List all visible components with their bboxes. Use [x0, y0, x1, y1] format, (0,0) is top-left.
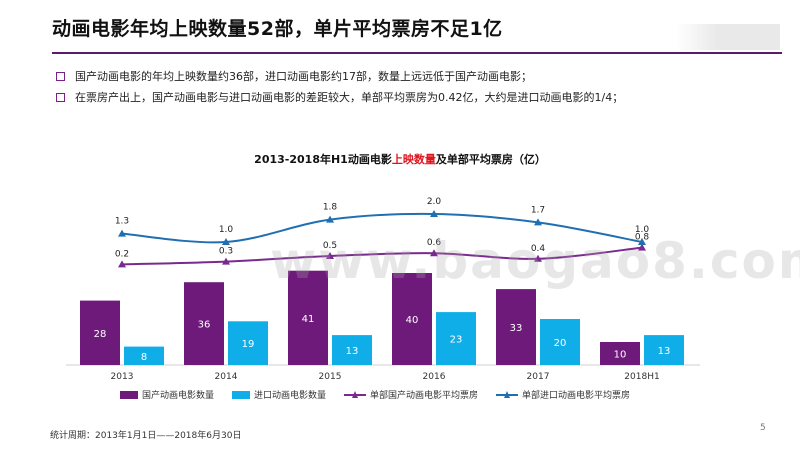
legend-label: 国产动画电影数量 — [142, 391, 215, 401]
bar-label-domestic: 33 — [510, 323, 523, 334]
legend-item: 单部进口动画电影平均票房 — [496, 388, 630, 401]
bullet-list: 国产动画电影的年均上映数量约36部，进口动画电影约17部，数量上远远低于国产动画… — [56, 68, 776, 110]
imported-avg-marker — [430, 210, 438, 217]
domestic-avg-marker — [326, 252, 334, 259]
bar-label-domestic: 41 — [302, 314, 315, 325]
chart-title-part: 及单部平均票房（亿） — [435, 153, 546, 166]
domestic-avg-marker — [222, 257, 230, 265]
bar-label-domestic: 28 — [94, 329, 107, 340]
imported-avg-marker — [534, 218, 542, 226]
bar-imported — [124, 346, 164, 365]
legend-label: 单部国产动画电影平均票房 — [370, 391, 479, 401]
bar-domestic — [288, 270, 328, 365]
bar-domestic — [392, 273, 432, 365]
legend-item: 进口动画电影数量 — [232, 388, 326, 401]
bar-imported — [644, 335, 684, 365]
imported-avg-data-label: 2.0 — [427, 197, 442, 207]
bar-label-imported: 19 — [242, 339, 255, 350]
legend-swatch-imported — [232, 390, 251, 399]
bar-label-domestic: 36 — [198, 320, 211, 331]
bullet-text: 在票房产出上，国产动画电影与进口动画电影的差距较大，单部平均票房为0.42亿，大… — [75, 91, 624, 104]
watermark: www.baogao8.com — [270, 232, 800, 290]
bar-domestic — [496, 289, 536, 365]
page-number: 5 — [760, 423, 766, 433]
bar-label-domestic: 40 — [406, 315, 419, 326]
x-tick-label: 2016 — [423, 372, 446, 382]
imported-avg-data-label: 1.7 — [531, 205, 545, 215]
imported-avg-marker — [118, 229, 126, 237]
bullet-item: 在票房产出上，国产动画电影与进口动画电影的差距较大，单部平均票房为0.42亿，大… — [56, 89, 776, 106]
legend-swatch-domestic — [120, 390, 138, 399]
legend-item: 国产动画电影数量 — [120, 388, 214, 401]
domestic-avg-data-label: 0.5 — [323, 241, 337, 251]
x-tick-label: 2017 — [527, 372, 550, 382]
bar-domestic — [600, 342, 640, 365]
x-tick-label: 2015 — [319, 372, 342, 382]
imported-avg-line — [121, 212, 643, 244]
imported-avg-marker — [222, 238, 230, 245]
bullet-text: 国产动画电影的年均上映数量约36部，进口动画电影约17部，数量上远远低于国产动画… — [75, 70, 532, 83]
bullet-box-icon — [56, 72, 65, 81]
x-tick-label: 2018H1 — [624, 372, 659, 382]
bar-label-domestic: 10 — [614, 350, 627, 361]
bar-label-imported: 13 — [346, 346, 359, 357]
domestic-avg-data-label: 0.6 — [427, 238, 442, 248]
domestic-avg-marker — [638, 243, 646, 251]
bar-domestic — [80, 300, 120, 365]
imported-avg-marker — [326, 215, 334, 223]
x-tick-label: 2013 — [111, 372, 134, 382]
bar-imported — [540, 319, 580, 365]
legend-line-domestic-icon — [344, 390, 367, 399]
domestic-avg-marker — [118, 260, 126, 268]
bar-label-imported: 13 — [658, 346, 671, 357]
bullet-item: 国产动画电影的年均上映数量约36部，进口动画电影约17部，数量上远远低于国产动画… — [56, 68, 776, 85]
chart-title-part: 2013-2018年H1动画电影 — [254, 153, 392, 166]
imported-avg-data-label: 1.3 — [115, 217, 129, 227]
domestic-avg-data-label: 0.8 — [635, 233, 650, 243]
bar-domestic — [184, 282, 224, 365]
chart-title-highlight: 上映数量 — [391, 153, 436, 166]
bar-imported — [436, 312, 476, 365]
bar-imported — [332, 335, 372, 365]
bar-label-imported: 23 — [450, 335, 463, 346]
chart-legend: 国产动画电影数量 进口动画电影数量 单部国产动画电影平均票房 单部进口动画电影平… — [120, 388, 648, 401]
x-tick-label: 2014 — [215, 372, 238, 382]
domestic-avg-data-label: 0.4 — [531, 244, 546, 254]
bullet-box-icon — [56, 93, 65, 102]
legend-item: 单部国产动画电影平均票房 — [344, 388, 478, 401]
legend-label: 进口动画电影数量 — [254, 391, 327, 401]
domestic-avg-data-label: 0.3 — [219, 247, 233, 257]
domestic-avg-marker — [430, 249, 438, 257]
bar-imported — [228, 321, 268, 365]
imported-avg-data-label: 1.8 — [323, 203, 338, 213]
title-decoration — [676, 24, 780, 50]
bar-label-imported: 8 — [141, 352, 147, 363]
footnote: 统计周期：2013年1月1日——2018年6月30日 — [50, 431, 242, 441]
domestic-avg-line — [121, 246, 643, 266]
imported-avg-data-label: 1.0 — [219, 225, 234, 235]
page-title: 动画电影年均上映数量52部，单片平均票房不足1亿 — [52, 18, 503, 40]
title-divider — [52, 52, 782, 54]
domestic-avg-marker — [534, 254, 542, 262]
domestic-avg-data-label: 0.2 — [115, 249, 129, 259]
imported-avg-marker — [638, 238, 646, 245]
legend-line-imported-icon — [496, 390, 519, 399]
legend-label: 单部进口动画电影平均票房 — [522, 391, 631, 401]
bar-label-imported: 20 — [554, 338, 567, 349]
chart-title: 2013-2018年H1动画电影上映数量及单部平均票房（亿） — [0, 151, 800, 167]
imported-avg-data-label: 1.0 — [635, 225, 650, 235]
